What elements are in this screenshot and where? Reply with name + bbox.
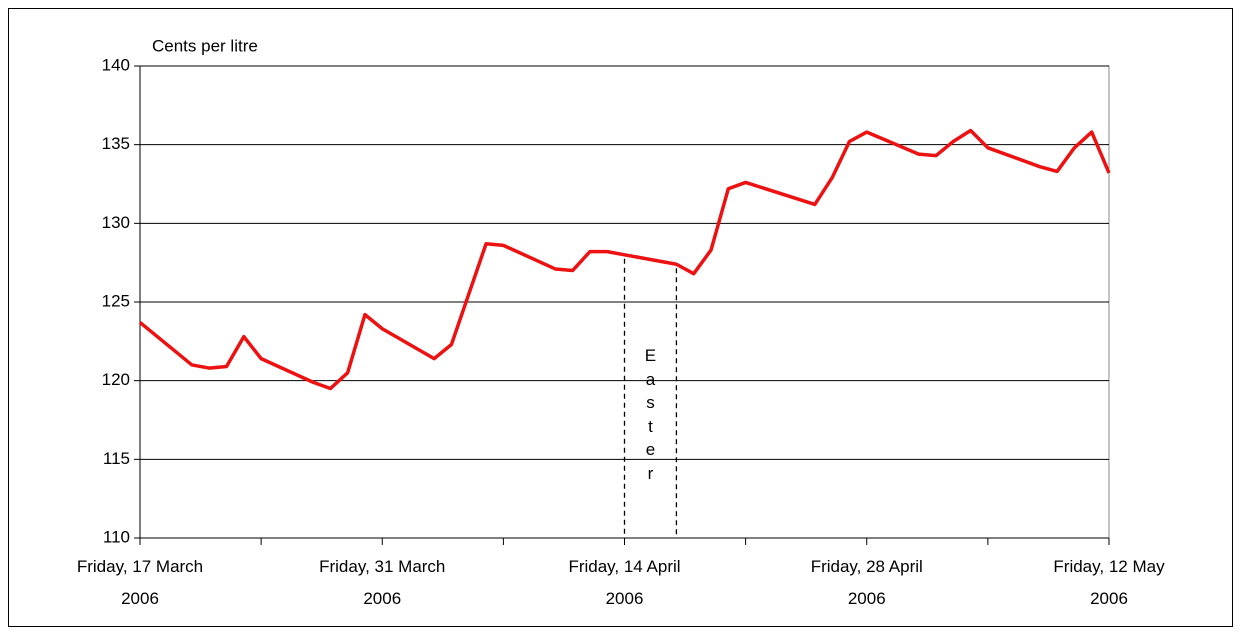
y-tick-label: 110 — [103, 527, 130, 546]
x-tick-label: Friday, 12 May 2006 — [1053, 557, 1165, 608]
y-tick-label: 135 — [102, 134, 130, 153]
series-line — [138, 128, 1111, 391]
y-tick-label: 125 — [102, 291, 130, 310]
x-tick-label: Friday, 14 April 2006 — [568, 557, 681, 608]
y-tick-label: 130 — [102, 213, 130, 232]
x-tick-label: Friday, 28 April 2006 — [810, 557, 923, 608]
frame — [8, 8, 1233, 627]
x-tick-label: Friday, 17 March 2006 — [76, 557, 204, 608]
y-tick-label: 140 — [102, 55, 130, 74]
y-tick-label: 115 — [103, 449, 130, 468]
x-tick-label: Friday, 31 March 2006 — [319, 557, 446, 608]
y-tick-label: 120 — [102, 370, 130, 389]
y-axis-label: Cents per litre — [152, 36, 258, 55]
annotation-text: Easter — [644, 346, 657, 483]
